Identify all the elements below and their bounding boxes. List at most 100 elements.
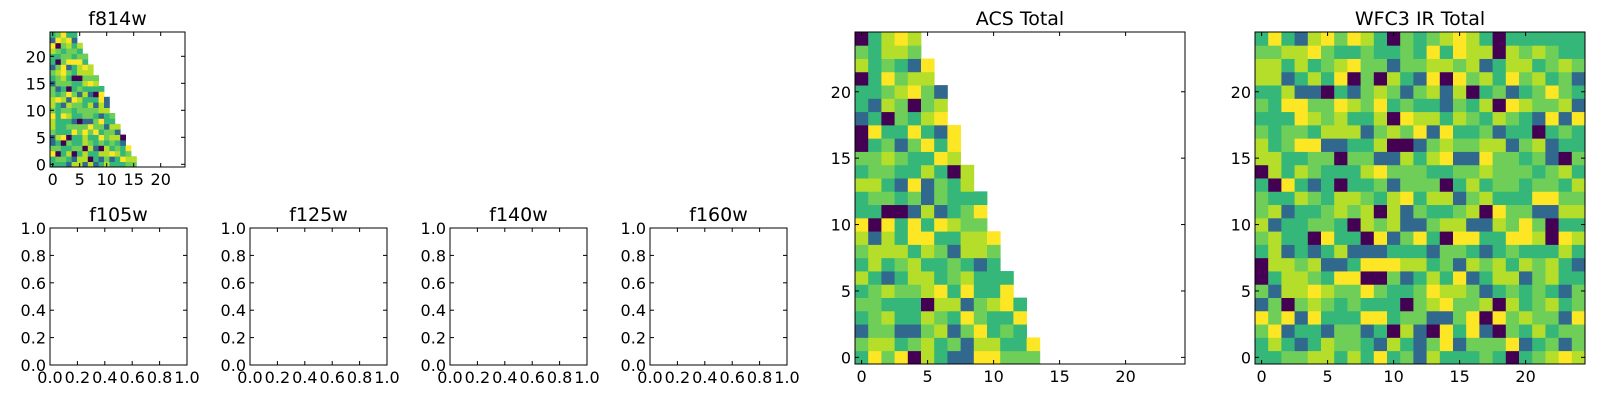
heatmap-cell xyxy=(1255,231,1269,245)
heatmap-cell xyxy=(60,107,67,114)
heatmap-cell xyxy=(1545,350,1559,365)
heatmap-cell xyxy=(1281,350,1295,365)
heatmap-cell xyxy=(1373,284,1388,298)
heatmap-cell xyxy=(66,129,72,135)
heatmap-cell xyxy=(98,91,105,98)
heatmap-cell xyxy=(1466,257,1480,272)
heatmap-cell xyxy=(1387,217,1401,232)
heatmap-cell xyxy=(77,134,83,141)
heatmap-cell xyxy=(1255,297,1269,312)
heatmap-cell xyxy=(894,217,909,232)
heatmap-cell xyxy=(1294,271,1309,285)
heatmap-cell xyxy=(1334,164,1348,179)
heatmap-cell xyxy=(1505,85,1520,99)
heatmap-cell xyxy=(1281,271,1295,285)
heatmap-cell xyxy=(1439,85,1454,99)
heatmap-cell xyxy=(55,156,62,162)
heatmap-cell xyxy=(1360,310,1375,325)
heatmap-cell xyxy=(1347,271,1361,285)
x-tick-label: 0.0 xyxy=(37,368,62,387)
heatmap-cell xyxy=(907,164,922,179)
heatmap-cell xyxy=(894,244,909,259)
heatmap-cell xyxy=(1466,32,1480,46)
heatmap-cell xyxy=(1505,45,1520,59)
heatmap-cell xyxy=(1519,337,1533,352)
heatmap-cell xyxy=(1439,310,1454,325)
heatmap-cell xyxy=(987,271,1001,285)
heatmap-cell xyxy=(1558,257,1573,272)
y-tick-label: 0.8 xyxy=(421,246,446,265)
heatmap-cell xyxy=(1439,324,1454,338)
heatmap-cell xyxy=(93,107,99,114)
heatmap-cell xyxy=(1453,257,1467,272)
heatmap-cell xyxy=(1255,111,1269,126)
heatmap-cell xyxy=(77,107,83,114)
x-tick-label: 0.8 xyxy=(747,368,772,387)
heatmap-cell xyxy=(1255,284,1269,298)
heatmap-cell xyxy=(1360,271,1375,285)
heatmap-cell xyxy=(60,118,67,125)
heatmap-cell xyxy=(1360,138,1375,152)
heatmap-cell xyxy=(1400,350,1414,365)
heatmap-cell xyxy=(1334,191,1348,206)
heatmap-cell xyxy=(868,244,882,259)
x-tick-label: 20 xyxy=(1515,367,1535,386)
heatmap-cell xyxy=(120,156,126,162)
heatmap-cell xyxy=(93,96,99,103)
heatmap-cell xyxy=(50,42,56,49)
heatmap-cell xyxy=(77,80,83,87)
heatmap-cell xyxy=(1321,204,1335,219)
y-tick-label: 1.0 xyxy=(221,219,246,238)
x-tick-label: 0.2 xyxy=(465,368,490,387)
heatmap-cell xyxy=(1400,85,1414,99)
heatmap-cell xyxy=(66,91,72,98)
heatmap-cell xyxy=(71,123,78,130)
heatmap-cell xyxy=(1532,98,1546,113)
heatmap-cell xyxy=(868,111,882,126)
heatmap-cell xyxy=(1545,231,1559,245)
heatmap-cell xyxy=(1255,217,1269,232)
heatmap-cell xyxy=(77,150,83,157)
heatmap-cell xyxy=(50,150,56,157)
heatmap-cell xyxy=(1321,178,1335,192)
heatmap-cell xyxy=(987,350,1001,365)
heatmap-cell xyxy=(93,145,99,152)
heatmap-cell xyxy=(114,145,121,152)
heatmap-cell xyxy=(77,53,83,60)
heatmap-cell xyxy=(855,337,869,352)
y-tick-label: 1.0 xyxy=(621,219,646,238)
heatmap-cell xyxy=(60,37,67,44)
x-tick-label: 0.6 xyxy=(719,368,744,387)
heatmap-cell xyxy=(1360,350,1375,365)
heatmap-cell xyxy=(881,337,895,352)
heatmap-cell xyxy=(1558,284,1573,298)
heatmap-cell xyxy=(98,140,105,146)
heatmap-cell xyxy=(1532,204,1546,219)
heatmap-cell xyxy=(66,75,72,81)
heatmap-cell xyxy=(868,58,882,73)
heatmap-cell xyxy=(1466,58,1480,73)
heatmap-cell xyxy=(66,48,72,54)
heatmap-cell xyxy=(1294,164,1309,179)
heatmap-cell xyxy=(1321,138,1335,152)
heatmap-cell xyxy=(1505,204,1520,219)
heatmap-cell xyxy=(907,244,922,259)
heatmap-cell xyxy=(855,297,869,312)
heatmap-cell xyxy=(1400,271,1414,285)
heatmap-cell xyxy=(93,123,99,130)
heatmap-cell xyxy=(50,59,56,65)
heatmap-cell xyxy=(881,178,895,192)
heatmap-cell xyxy=(77,140,83,146)
heatmap-cell xyxy=(1558,337,1573,352)
heatmap-cell xyxy=(1321,231,1335,245)
heatmap-cell xyxy=(855,284,869,298)
heatmap-cell xyxy=(1334,310,1348,325)
heatmap-cell xyxy=(1571,124,1586,139)
heatmap-cell xyxy=(71,145,78,152)
heatmap-cell xyxy=(55,123,62,130)
heatmap-cell xyxy=(77,118,83,125)
heatmap-cell xyxy=(1281,310,1295,325)
heatmap-cell xyxy=(1360,124,1375,139)
heatmap-cell xyxy=(71,69,78,76)
heatmap-cell xyxy=(1360,58,1375,73)
